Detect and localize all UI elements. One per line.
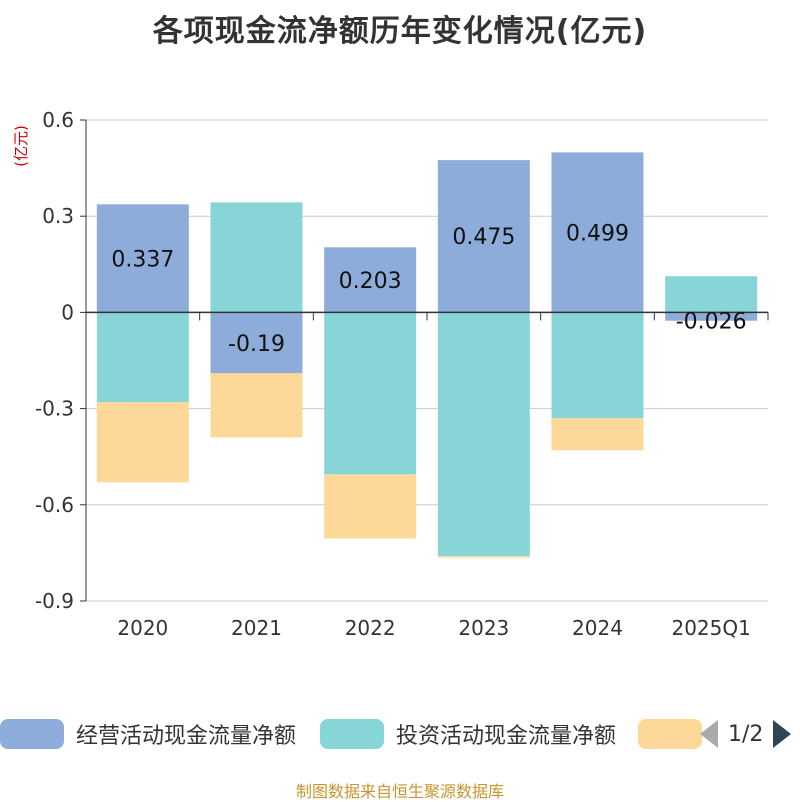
bar-operating: [96, 204, 189, 313]
x-tick-label: 2024: [572, 616, 623, 640]
legend-pager: 1/2: [700, 718, 792, 750]
legend-label-investing: 投资活动现金流量净额: [396, 724, 617, 749]
bar-financing: [551, 418, 644, 451]
legend-next-arrow-icon[interactable]: [773, 720, 792, 748]
y-tick-label: -0.6: [35, 493, 74, 517]
data-label: 0.475: [452, 225, 515, 250]
bar-financing: [96, 402, 189, 483]
bar-investing: [96, 312, 189, 403]
bar-operating: [665, 312, 758, 321]
bar-chart: 0.6 0.3 0 -0.3 -0.6 -0.9 (亿元) 2020 2021 2022 2023 2…: [12, 108, 769, 640]
x-tick-label: 2025Q1: [671, 616, 750, 640]
legend: 经营活动现金流量净额 投资活动现金流量净额 1/2: [0, 714, 800, 754]
y-axis-unit-label: (亿元): [12, 125, 30, 167]
y-tick-label: 0: [61, 300, 74, 324]
y-tick-label: -0.3: [35, 397, 74, 421]
legend-page-indicator: 1/2: [728, 721, 764, 747]
bar-investing: [665, 276, 758, 313]
bar-operating: [437, 160, 530, 313]
data-label: -0.026: [676, 310, 747, 335]
legend-item-investing[interactable]: 投资活动现金流量净额: [320, 718, 616, 750]
bar-investing: [551, 312, 644, 419]
legend-prev-arrow-icon[interactable]: [700, 720, 718, 748]
bar-operating: [551, 152, 644, 313]
legend-item-financing[interactable]: [638, 718, 702, 750]
x-tick-label: 2020: [117, 616, 168, 640]
bar-investing: [210, 202, 303, 313]
bar-operating: [324, 247, 417, 313]
bar-financing: [324, 474, 417, 539]
data-label: 0.499: [566, 221, 629, 246]
bar-financing: [210, 373, 303, 438]
data-label: 0.203: [339, 269, 402, 294]
bar-investing: [437, 312, 530, 557]
legend-label-operating: 经营活动现金流量净额: [76, 724, 297, 749]
bar-operating: [210, 312, 303, 374]
bar-investing: [324, 312, 417, 475]
legend-swatch-operating: [0, 719, 64, 749]
x-tick-label: 2023: [458, 616, 509, 640]
x-tick-label: 2022: [345, 616, 396, 640]
bar-financing: [437, 556, 530, 558]
y-tick-label: 0.6: [42, 108, 74, 132]
legend-swatch-investing: [320, 719, 384, 749]
data-label: 0.337: [111, 247, 174, 272]
y-tick-label: -0.9: [35, 589, 74, 613]
y-tick-label: 0.3: [42, 204, 74, 228]
chart-title: 各项现金流净额历年变化情况(亿元): [152, 14, 648, 49]
source-footer: 制图数据来自恒生聚源数据库: [295, 782, 504, 801]
x-tick-label: 2021: [231, 616, 282, 640]
legend-swatch-financing: [638, 719, 702, 749]
data-label: -0.19: [228, 332, 285, 357]
legend-item-operating[interactable]: 经营活动现金流量净额: [0, 718, 296, 750]
